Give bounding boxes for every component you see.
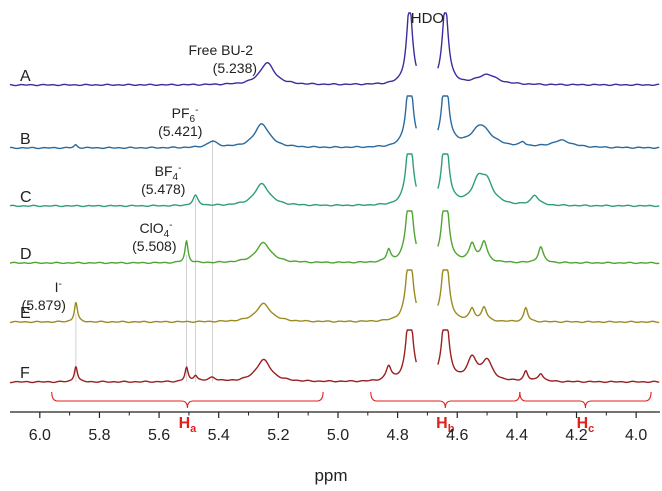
trace-label-b: B: [20, 131, 31, 148]
x-tick-label: 5.6: [148, 427, 170, 444]
x-tick-label: 4.0: [625, 427, 647, 444]
spectrum-trace-a: [9, 12, 660, 87]
region-label-hb: Hb: [436, 415, 455, 435]
region-brackets: Ha Hb Hc: [51, 391, 652, 435]
peak-ion-label-d: ClO4-: [139, 220, 172, 240]
spectrum-trace-c: [9, 153, 660, 208]
x-axis-title: ppm: [314, 466, 347, 485]
trace-label-f: F: [20, 365, 30, 382]
trace-label-a: A: [20, 68, 31, 85]
x-tick-label: 6.0: [29, 427, 51, 444]
x-tick-label: 4.4: [506, 427, 528, 444]
peak-shift-label-e: (5.879): [22, 297, 66, 313]
x-tick-label: 5.2: [267, 427, 289, 444]
peak-annotations: Free BU-2 (5.238) PF6-(5.421) BF4-(5.478) Cl…: [22, 42, 257, 313]
trace-label-d: D: [20, 246, 32, 263]
region-label-hc: Hc: [577, 415, 595, 435]
region-label-ha: Ha: [179, 415, 198, 435]
x-axis: 6.0 5.8 5.6 5.4 5.2 5.0 4.8 4.6 4.4 4.2 4.0: [10, 411, 660, 444]
spectra-traces: [9, 12, 660, 384]
region-bracket-b: [370, 391, 521, 409]
peak-ion-label-a: Free BU-2: [188, 42, 253, 58]
peak-ion-label-e: I-: [55, 279, 62, 295]
spectrum-trace-f: [9, 329, 660, 384]
x-tick-label: 4.8: [386, 427, 408, 444]
trace-labels: A B C D E F: [20, 68, 32, 382]
peak-ion-label-b: PF6-: [172, 105, 199, 125]
region-bracket-a: [51, 391, 324, 409]
peak-shift-label-d: (5.508): [132, 238, 176, 254]
trace-label-c: C: [20, 189, 32, 206]
spectrum-trace-b: [9, 95, 660, 150]
x-tick-label: 5.8: [88, 427, 110, 444]
x-tick-label: 4.2: [565, 427, 587, 444]
spectrum-trace-e: [9, 269, 660, 324]
peak-shift-label-b: (5.421): [158, 123, 202, 139]
spectrum-trace-d: [9, 210, 660, 265]
peak-shift-label-c: (5.478): [141, 181, 185, 197]
x-tick-label: 5.0: [327, 427, 349, 444]
region-bracket-c: [519, 391, 652, 409]
guide-lines: [75, 140, 213, 382]
x-tick-label: 4.6: [446, 427, 468, 444]
hdo-label: HDO: [411, 10, 444, 27]
peak-ion-label-c: BF4-: [155, 163, 182, 183]
peak-shift-label-a: (5.238): [213, 60, 257, 76]
x-tick-label: 5.4: [208, 427, 230, 444]
trace-label-e: E: [20, 305, 31, 322]
